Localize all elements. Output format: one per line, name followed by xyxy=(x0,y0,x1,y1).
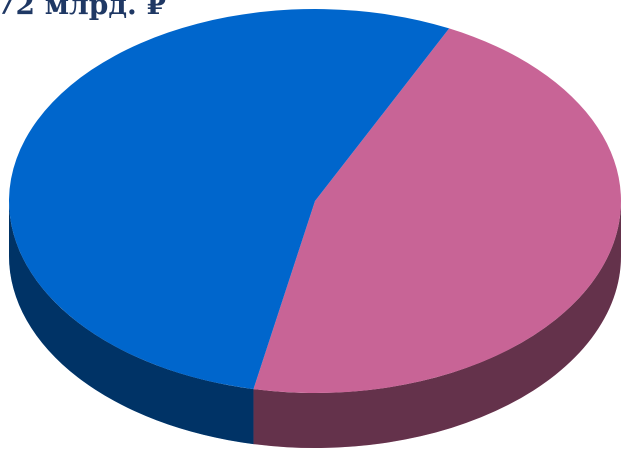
chart-title: 72 млрд. ₽ xyxy=(0,0,166,21)
slice xyxy=(9,9,450,390)
slice xyxy=(253,28,622,394)
slice-side-shade xyxy=(253,201,621,448)
pie xyxy=(9,9,622,448)
slice-side-shade xyxy=(9,201,254,445)
